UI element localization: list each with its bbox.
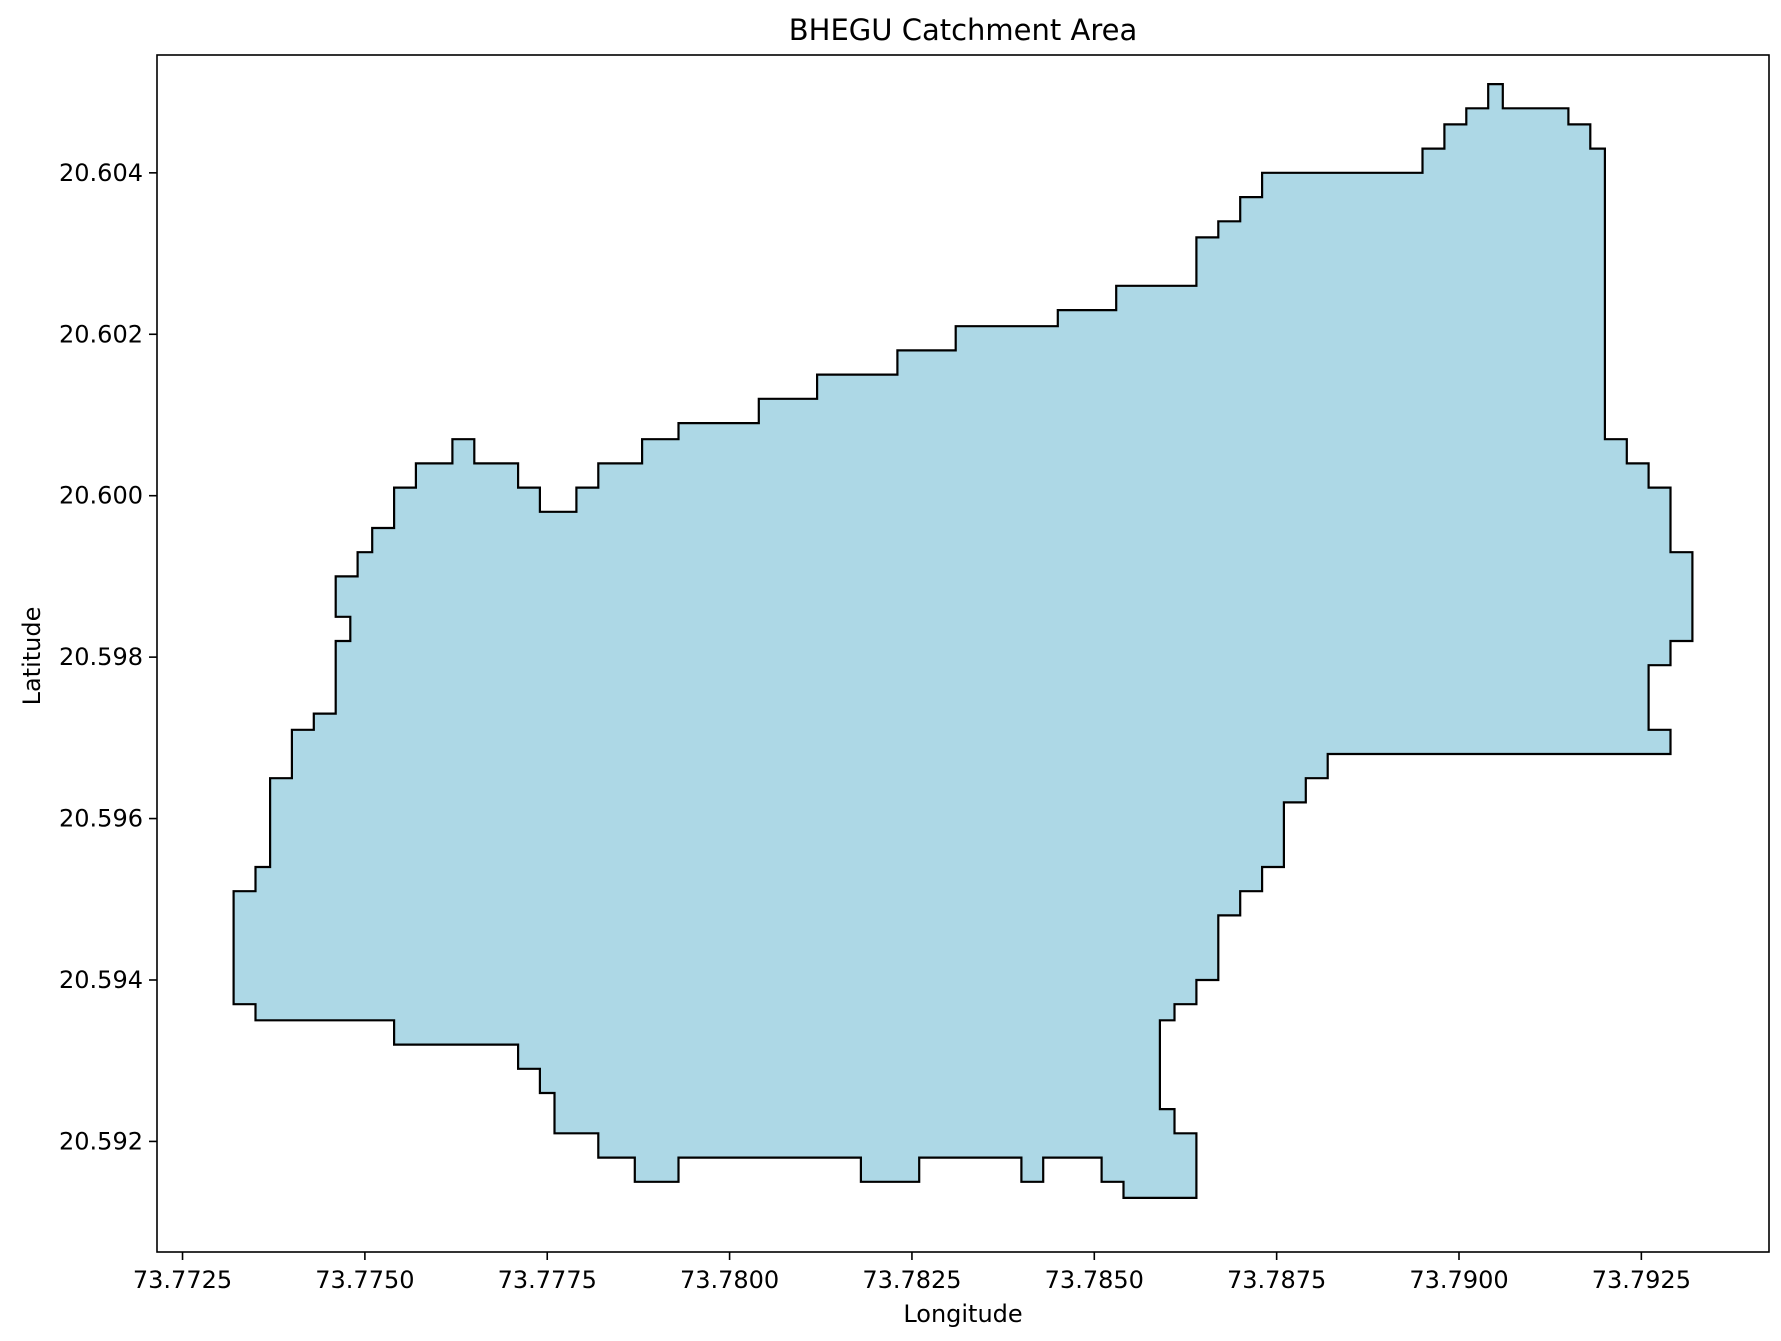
y-axis-ticks: 20.592 20.594 20.596 20.598 20.600 20.602 20.6… <box>59 159 157 1155</box>
x-tick-label: 73.7800 <box>680 1266 779 1294</box>
y-tick-label: 20.594 <box>59 966 143 994</box>
x-axis-ticks: 73.7725 73.7750 73.7775 73.7800 73.7825 73.78… <box>133 1252 1691 1294</box>
x-tick-label: 73.7825 <box>862 1266 961 1294</box>
catchment-polygon <box>232 83 1694 1199</box>
x-tick-label: 73.7725 <box>133 1266 232 1294</box>
y-tick-label: 20.604 <box>59 159 143 187</box>
y-tick-label: 20.592 <box>59 1127 143 1155</box>
x-tick-label: 73.7925 <box>1592 1266 1691 1294</box>
chart-title: BHEGU Catchment Area <box>789 13 1137 47</box>
x-tick-label: 73.7875 <box>1227 1266 1326 1294</box>
x-tick-label: 73.7775 <box>498 1266 597 1294</box>
y-tick-label: 20.596 <box>59 805 143 833</box>
y-axis-label: Latitude <box>18 607 46 706</box>
plot-area: 73.7725 73.7750 73.7775 73.7800 73.7825 73.78… <box>59 54 1770 1294</box>
y-tick-label: 20.602 <box>59 320 143 348</box>
x-tick-label: 73.7850 <box>1045 1266 1144 1294</box>
x-tick-label: 73.7750 <box>315 1266 414 1294</box>
y-tick-label: 20.598 <box>59 643 143 671</box>
x-tick-label: 73.7900 <box>1409 1266 1508 1294</box>
x-axis-label: Longitude <box>903 1300 1022 1328</box>
y-tick-label: 20.600 <box>59 482 143 510</box>
axes-frame <box>156 54 1770 1253</box>
